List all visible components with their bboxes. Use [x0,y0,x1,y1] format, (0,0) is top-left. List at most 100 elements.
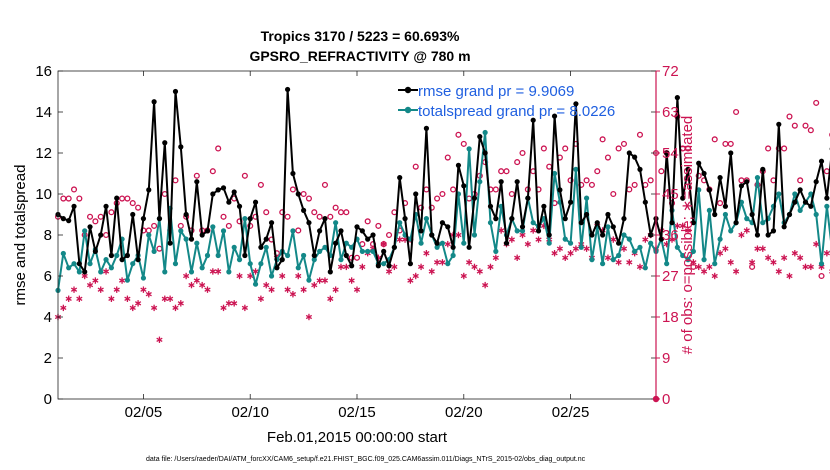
totalspread-marker [306,277,312,283]
obs-assimilated-marker [748,259,756,266]
obs-assimilated-marker [727,259,734,266]
obs-possible-marker [135,204,142,211]
obs-assimilated-marker [140,286,147,293]
totalspread-marker [317,248,323,254]
rmse-marker [525,195,531,201]
obs-possible-marker [781,145,788,152]
rmse-marker [557,187,563,193]
rmse-marker [600,232,606,238]
totalspread-marker [600,261,606,267]
rmse-marker [530,117,536,123]
totalspread-marker [247,261,253,267]
obs-possible-marker [765,145,772,152]
obs-possible-marker [129,200,136,207]
totalspread-marker [637,244,643,250]
rmse-marker [247,216,253,222]
rmse-marker [466,244,472,250]
obs-possible-marker [257,181,264,188]
totalspread-marker [818,261,825,267]
obs-assimilated-marker [215,268,222,275]
rmse-marker [594,220,600,226]
totalspread-marker [338,257,344,263]
obs-assimilated-marker [679,222,686,230]
data-file-footer: data file: /Users/raeder/DAI/ATM_forcXX/… [146,456,586,463]
obs-assimilated-marker [183,272,190,280]
obs-assimilated-marker [732,268,740,275]
obs-possible-marker [727,140,734,147]
chart-title-line2: GPSRO_REFRACTIVITY @ 780 m [249,48,470,64]
rmse-marker [797,187,803,193]
obs-assimilated-marker [348,277,355,284]
obs-assimilated-marker [300,286,307,293]
totalspread-marker [418,240,424,246]
totalspread-marker [583,195,590,201]
rmse-marker [231,189,237,195]
rmse-marker [268,220,275,226]
rmse-marker [194,179,200,185]
rmse-marker [605,211,611,218]
totalspread-marker [220,228,227,234]
totalspread-marker [712,261,718,267]
totalspread-marker [178,228,184,234]
totalspread-marker [519,228,526,234]
obs-assimilated-marker [70,286,78,293]
obs-assimilated-marker [674,222,681,230]
rmse-marker [802,199,809,205]
obs-possible-marker [610,190,617,198]
totalspread-marker [605,224,611,230]
totalspread-marker [621,232,627,238]
obs-possible-marker [583,177,590,184]
y-tick-label-right: 18 [662,309,679,326]
totalspread-marker [140,275,147,281]
rmse-marker [284,86,291,93]
rmse-marker [626,150,632,156]
obs-assimilated-marker [813,240,820,248]
obs-possible-marker [70,186,78,193]
rmse-marker [461,183,467,189]
obs-assimilated-marker [759,245,766,252]
obs-assimilated-marker [129,304,136,312]
obs-assimilated-marker [417,263,425,271]
rmse-marker [375,263,381,269]
obs-assimilated-marker [284,286,291,293]
rmse-marker [322,216,328,222]
obs-assimilated-marker [455,231,462,239]
rmse-marker [519,224,526,230]
totalspread-marker [776,191,782,197]
rmse-marker [733,220,739,226]
obs-assimilated-marker [86,281,94,289]
y-tick-label-left: 6 [44,268,52,285]
totalspread-marker [610,257,616,263]
rmse-marker [82,269,88,275]
rmse-marker [386,263,392,269]
rmse-marker [706,187,712,193]
totalspread-marker [76,269,82,275]
totalspread-marker [114,252,120,259]
obs-assimilated-marker [225,300,232,307]
x-tick-label: 02/10 [231,404,269,421]
rmse-marker [423,125,430,131]
rmse-marker [690,220,696,226]
rmse-marker [567,199,574,205]
obs-possible-marker [124,195,131,202]
obs-assimilated-marker [124,295,131,302]
obs-possible-marker [818,272,825,280]
rmse-marker [674,95,680,101]
rmse-marker [562,216,568,222]
totalspread-marker [183,236,189,242]
obs-possible-marker [65,195,72,202]
rmse-marker [498,179,504,185]
rmse-marker [135,257,141,263]
obs-assimilated-marker [295,272,302,280]
rmse-marker [183,211,189,218]
rmse-marker [349,263,355,269]
obs-possible-marker [428,204,435,211]
rmse-marker [204,228,211,234]
legend: rmse grand pr = 9.9069 totalspread grand… [398,83,615,120]
totalspread-marker [589,257,595,263]
obs-possible-marker [503,168,510,175]
totalspread-marker [471,232,478,238]
obs-possible-marker [519,149,526,157]
x-tick-label: 02/15 [338,404,376,421]
rmse-marker [370,232,376,238]
